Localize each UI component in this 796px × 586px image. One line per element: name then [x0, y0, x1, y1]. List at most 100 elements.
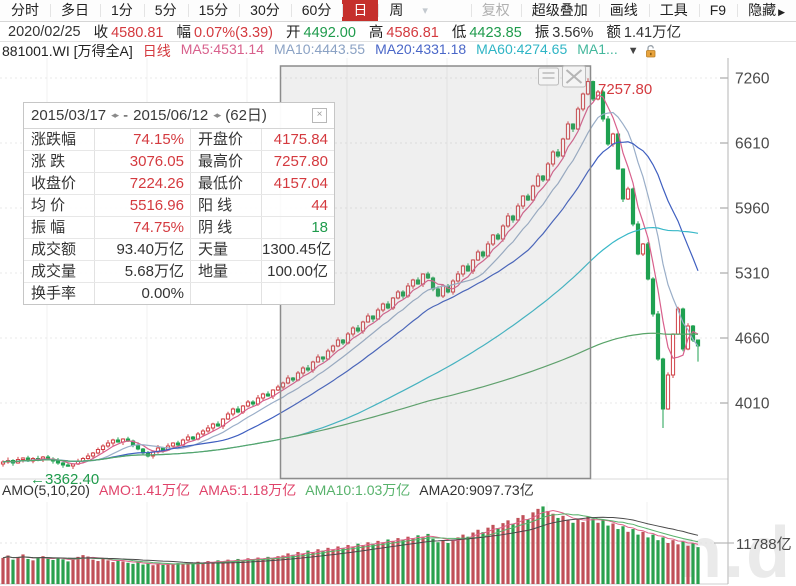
candle-body [565, 123, 571, 140]
volume-bar [451, 539, 455, 584]
toolbar-period-分时[interactable]: 分时 [11, 2, 39, 18]
volume-bar [591, 518, 595, 584]
close-icon[interactable]: × [312, 108, 327, 123]
volume-bar [351, 546, 355, 584]
volume-bar [171, 564, 175, 584]
volume-bar [541, 506, 545, 584]
date-nav-icons[interactable]: ◂▸ [213, 110, 221, 120]
unlock-icon[interactable] [644, 44, 659, 58]
candle-body [660, 358, 666, 410]
volume-bar [631, 529, 635, 584]
toolbar-period-周[interactable]: 周 [378, 0, 414, 21]
stats-label [191, 283, 262, 304]
candle-body [600, 91, 606, 120]
toolbar-tool-工具[interactable]: 工具 [648, 0, 699, 21]
legend-item: MA10:4443.55 [274, 40, 366, 57]
chevron-down-icon[interactable]: ▼ [627, 44, 639, 57]
range-stats-panel[interactable]: 2015/03/17 ◂▸ - 2015/06/12 ◂▸ (62日) × 涨跌… [23, 102, 335, 305]
candle-body [200, 430, 206, 435]
volume-bar [381, 542, 385, 584]
volume-bar [31, 560, 35, 584]
stats-label: 成交量 [24, 261, 95, 282]
period-dropdown-icon[interactable]: ▾ [422, 5, 428, 17]
volume-bar [311, 552, 315, 584]
volume-bar [201, 562, 205, 584]
toolbar-period-30分[interactable]: 30分 [239, 0, 291, 21]
toolbar-period-1分[interactable]: 1分 [100, 0, 144, 21]
volume-bar [331, 549, 335, 584]
stats-label: 开盘价 [191, 129, 262, 150]
toolbar-period-多日[interactable]: 多日 [50, 0, 100, 21]
stats-row: 涨跌幅 74.15% 开盘价 4175.84 [24, 129, 334, 151]
volume-bar [646, 537, 650, 584]
candle-body [230, 408, 236, 415]
volume-bar [216, 560, 220, 584]
candle-body [665, 374, 671, 410]
volume-bar [666, 542, 670, 584]
candle-body [105, 442, 111, 447]
candle-body [95, 449, 101, 454]
volume-bar [191, 563, 195, 584]
period-toolbar: 分时 多日 1分 5分 15分 30分 60分日周 ▾ 复权 超级叠加 画线 工具 F9 隐藏 ▶ [0, 0, 796, 22]
candle-body [520, 195, 526, 207]
volume-bar [241, 560, 245, 584]
toolbar-period-5分[interactable]: 5分 [143, 0, 188, 21]
volume-bar [126, 562, 130, 584]
candle-body [335, 339, 341, 347]
toolbar-period-60分[interactable]: 60分 [290, 0, 343, 21]
volume-bar [586, 516, 590, 584]
stats-value: 4175.84 [273, 131, 328, 148]
volume-axis-label: 11788亿 [736, 536, 792, 553]
candle-body [655, 313, 661, 360]
volume-bar [296, 552, 300, 584]
volume-bar [221, 561, 225, 584]
candle-body [185, 436, 191, 441]
volume-bar [551, 513, 555, 584]
volume-bar [461, 534, 465, 584]
quote-value: 0.07%(3.39) [194, 25, 273, 41]
stats-label: 均 价 [24, 195, 95, 216]
candle-body [315, 356, 321, 363]
volume-bar [56, 557, 60, 584]
stats-label: 换手率 [24, 283, 95, 304]
ma5-line [2, 94, 699, 465]
toolbar-period-15分[interactable]: 15分 [187, 0, 240, 21]
range-stats-header: 2015/03/17 ◂▸ - 2015/06/12 ◂▸ (62日) × [24, 103, 334, 129]
volume-bar [471, 532, 475, 584]
toolbar-tool-画线[interactable]: 画线 [598, 0, 649, 21]
quote-value: 1.41万亿 [623, 25, 682, 41]
volume-bar [606, 525, 610, 584]
volume-bar [91, 559, 95, 584]
stats-label: 涨 跌 [24, 151, 95, 172]
toolbar-tool-复权[interactable]: 复权 [470, 0, 521, 21]
stats-panel-icon[interactable] [538, 67, 559, 86]
legend-item: 日线 [142, 42, 171, 59]
volume-bar [446, 542, 450, 584]
volume-bar [686, 545, 690, 584]
date-nav-icons[interactable]: ◂▸ [111, 110, 119, 120]
volume-bar [256, 557, 260, 584]
quote-label: 低 [451, 25, 467, 41]
volume-bar [571, 522, 575, 584]
volume-bar [176, 563, 180, 584]
candle-body [400, 291, 406, 297]
toolbar-tool-超级叠加[interactable]: 超级叠加 [520, 0, 599, 21]
toolbar-period-日[interactable]: 日 [342, 0, 379, 21]
candle-body [590, 81, 596, 100]
stats-value: 18 [311, 219, 328, 236]
volume-bar [341, 547, 345, 584]
legend-item: 881001.WI [万得全A] [2, 42, 133, 59]
toolbar-tool-隐藏[interactable]: 隐藏 ▶ [737, 0, 796, 21]
peak-price-label: 7257.80 [598, 81, 652, 98]
quote-高: 高 4586.81 [369, 21, 439, 42]
amo-legend-row: AMO(5,10,20) AMO:1.41万亿 AMA5:1.18万亿 AMA10:1… [0, 482, 543, 498]
toolbar-tool-F9[interactable]: F9 [698, 0, 737, 21]
volume-bar [536, 508, 540, 584]
stats-value: 4157.04 [273, 175, 328, 192]
volume-bar [416, 535, 420, 584]
volume-bar [26, 558, 30, 584]
quote-label: 振 [534, 25, 550, 41]
volume-bar [281, 555, 285, 584]
candle-body [530, 185, 536, 201]
